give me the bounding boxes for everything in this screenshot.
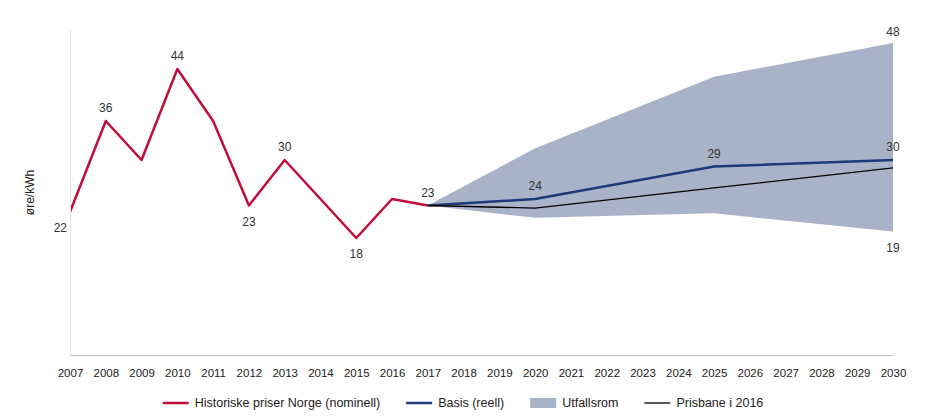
plot-marks [70, 43, 893, 238]
x-tick-label: 2019 [487, 367, 513, 379]
x-tick-label: 2018 [451, 367, 477, 379]
x-tick: 2018 [451, 355, 477, 379]
x-tick-label: 2012 [237, 367, 263, 379]
x-tick-label: 2029 [845, 367, 871, 379]
data-label: 24 [528, 179, 542, 193]
x-tick-label: 2008 [93, 367, 119, 379]
x-tick-label: 2017 [416, 367, 442, 379]
x-tick-label: 2022 [594, 367, 620, 379]
x-tick-label: 2014 [308, 367, 334, 379]
series-line [70, 69, 428, 238]
legend-swatch [163, 402, 189, 405]
data-label: 48 [886, 25, 900, 39]
range-area [428, 43, 893, 232]
series-line [428, 160, 893, 206]
x-tick: 2023 [630, 355, 656, 379]
x-tick: 2015 [344, 355, 370, 379]
x-tick: 2013 [272, 355, 298, 379]
x-axis-line [71, 355, 894, 356]
data-label: 23 [421, 186, 435, 200]
x-tick: 2028 [809, 355, 835, 379]
x-tick-label: 2027 [773, 367, 799, 379]
legend-label: Prisbane i 2016 [676, 396, 763, 410]
x-tick-label: 2028 [809, 367, 835, 379]
data-label: 19 [886, 241, 900, 255]
x-tick: 2025 [702, 355, 728, 379]
x-tick: 2011 [201, 355, 226, 379]
x-tick: 2026 [738, 355, 764, 379]
x-tick-label: 2013 [272, 367, 298, 379]
y-axis-title: øre/kWh [23, 170, 37, 215]
legend-item: Prisbane i 2016 [644, 396, 763, 410]
data-label: 30 [886, 140, 900, 154]
x-tick-label: 2020 [523, 367, 549, 379]
x-tick-label: 2010 [165, 367, 191, 379]
x-tick-label: 2011 [201, 367, 226, 379]
x-tick-label: 2015 [344, 367, 370, 379]
x-tick: 2017 [416, 355, 442, 379]
x-tick-label: 2007 [58, 367, 84, 379]
x-tick-label: 2009 [129, 367, 155, 379]
x-tick: 2029 [845, 355, 871, 379]
data-label: 44 [171, 49, 185, 63]
legend-label: Historiske priser Norge (nominell) [195, 396, 380, 410]
x-tick: 2016 [380, 355, 406, 379]
x-tick: 2010 [165, 355, 191, 379]
x-tick: 2008 [93, 355, 119, 379]
y-axis-line [70, 31, 71, 356]
data-labels: 48 19 22 36 44 23 30 18 23 24 29 30 [54, 25, 900, 261]
x-tick: 2020 [523, 355, 549, 379]
x-tick-label: 2024 [666, 367, 692, 379]
x-tick: 2012 [237, 355, 263, 379]
x-tick: 2021 [559, 355, 585, 379]
x-tick: 2027 [773, 355, 799, 379]
legend: Historiske priser Norge (nominell) Basis … [163, 396, 764, 410]
x-tick-label: 2016 [380, 367, 406, 379]
x-axis: 2007 2008 2009 2010 2011 2012 2013 2014 2015 2016… [58, 355, 907, 379]
data-label: 29 [707, 147, 721, 161]
legend-label: Basis (reell) [438, 396, 504, 410]
data-label: 36 [99, 101, 113, 115]
x-tick-label: 2030 [881, 367, 907, 379]
legend-label: Utfallsrom [562, 396, 618, 410]
data-label: 23 [242, 215, 256, 229]
series-line [428, 168, 893, 208]
y-axis [70, 31, 71, 356]
legend-swatch [406, 402, 432, 405]
legend-item: Basis (reell) [406, 396, 504, 410]
x-tick-label: 2023 [630, 367, 656, 379]
legend-swatch [644, 402, 670, 403]
legend-swatch [530, 398, 556, 408]
x-tick-label: 2025 [702, 367, 728, 379]
x-tick-label: 2026 [738, 367, 764, 379]
data-label: 30 [278, 140, 292, 154]
x-tick: 2022 [594, 355, 620, 379]
data-label: 22 [54, 221, 68, 235]
x-tick: 2019 [487, 355, 513, 379]
x-tick: 2009 [129, 355, 155, 379]
x-tick: 2014 [308, 355, 334, 379]
x-tick: 2024 [666, 355, 692, 379]
x-tick: 2007 [58, 355, 84, 379]
data-label: 18 [350, 247, 364, 261]
legend-item: Historiske priser Norge (nominell) [163, 396, 380, 410]
x-tick-label: 2021 [559, 367, 585, 379]
legend-item: Utfallsrom [530, 396, 618, 410]
x-tick: 2030 [881, 355, 907, 379]
chart: 48 19 22 36 44 23 30 18 23 24 29 30 2007 2008 2009 2010… [0, 0, 926, 420]
